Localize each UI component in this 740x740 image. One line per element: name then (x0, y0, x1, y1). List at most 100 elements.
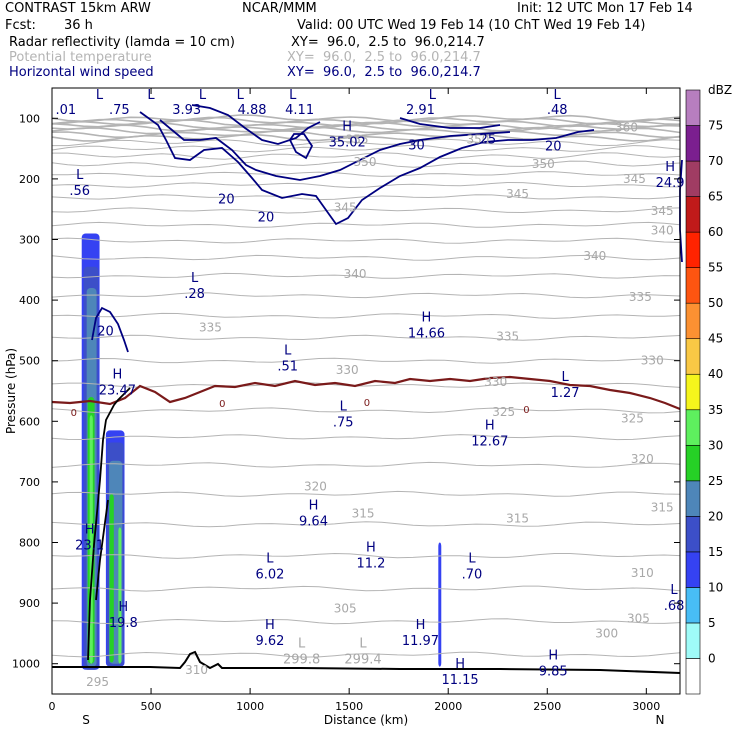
colorbar-level-3: 15 (708, 545, 723, 559)
top-low-marker-4: L (289, 88, 297, 103)
extremum-high-marker-19: H (265, 618, 275, 633)
y-tick-label-3: 400 (19, 294, 40, 307)
theta-label-0: 360 (615, 120, 638, 134)
extremum-value-19: 9.62 (255, 634, 284, 649)
colorbar-swatch-12 (685, 231, 701, 268)
colorbar-swatch-9 (685, 338, 701, 375)
theta-label-15: 330 (641, 354, 664, 368)
extremum-high-marker-17: H (366, 541, 376, 556)
x-tick-label-5: 2500 (533, 700, 561, 713)
org-label: NCAR/MMM (242, 1, 317, 16)
theta-contour-31 (51, 585, 681, 592)
theta-contour-33 (51, 651, 681, 658)
colorbar-swatch-14 (685, 160, 701, 197)
extremum-low-marker-7: L (670, 583, 678, 598)
theta-contour-6 (51, 130, 681, 139)
extremum-value-20: 11.97 (402, 634, 439, 649)
extremum-value-15: 9.64 (299, 514, 328, 529)
reflectivity-colorbar: 0 5 10 15 20 25 30 35 40 45 50 55 60 65 70 75 (685, 89, 723, 695)
x-tick-label-0: 0 (49, 700, 56, 713)
theta-label-28: 300 (595, 626, 618, 640)
extremum-high-marker-10: H (342, 120, 352, 135)
theta-label-18: 325 (621, 411, 644, 425)
freezing-label-0: 0 (71, 408, 77, 419)
theta-label-20: 320 (631, 452, 654, 466)
theta-label-17: 330 (484, 375, 507, 389)
top-extremum-value-3: 4.88 (238, 103, 267, 118)
colorbar-level-6: 30 (708, 438, 723, 452)
extremum-low-marker-2: L (284, 344, 292, 359)
wind-contours (91, 104, 683, 353)
theta-contour-17 (51, 237, 681, 244)
theta-contour-22 (51, 334, 681, 341)
colorbar-swatch-1 (685, 622, 701, 659)
y-tick-label-8: 900 (19, 597, 40, 610)
top-low-marker-3: L (237, 88, 245, 103)
theta-label-9: 340 (651, 223, 674, 237)
theta-contour-8 (52, 138, 681, 147)
theta-label-10: 340 (583, 249, 606, 263)
colorbar-level-10: 50 (708, 296, 723, 310)
valid-time: Valid: 00 UTC Wed 19 Feb 14 (10 ChT Wed … (297, 18, 646, 33)
extremum-value-13: 23.47 (99, 383, 136, 398)
y-tick-label-1: 200 (19, 173, 40, 186)
extremum-value-0: .56 (69, 184, 90, 199)
top-low-marker-5: L (429, 88, 437, 103)
wind-label-4: 25 (480, 132, 497, 147)
y-tick-label-0: 100 (19, 112, 40, 125)
theta-contour-23 (51, 357, 681, 364)
colorbar-level-0: 0 (708, 651, 716, 665)
reflectivity-cell-10 (438, 542, 442, 667)
colorbar-level-12: 60 (708, 225, 723, 239)
x-axis-title: Distance (km) (324, 713, 408, 727)
colorbar-level-2: 10 (708, 580, 723, 594)
extremum-value-2: .51 (277, 360, 298, 375)
wind-contour-1 (159, 119, 511, 181)
init-time: Init: 12 UTC Mon 17 Feb 14 (517, 1, 693, 16)
wind-contour-0 (139, 111, 595, 226)
wind-contour-6 (91, 306, 129, 353)
theta-label-3: 350 (354, 155, 377, 169)
theta-label-27: 305 (627, 611, 650, 625)
colorbar-swatch-7 (685, 409, 701, 446)
top-extremum-value-5: 2.91 (406, 103, 435, 118)
colorbar-level-14: 70 (708, 154, 723, 168)
top-low-marker-1: L (147, 88, 155, 103)
theta-contour-12 (51, 171, 681, 178)
theta-label-8: 345 (651, 204, 674, 218)
theta-contour-9 (51, 144, 681, 153)
theta-contour-0 (51, 114, 681, 123)
extremum-high-marker-22: H (548, 649, 558, 664)
freezing-label-1: 0 (219, 399, 225, 410)
y-tick-label-5: 600 (19, 415, 40, 428)
y-axis-title: Pressure (hPa) (4, 348, 18, 434)
wind-label-3: 30 (408, 138, 425, 153)
wind-contour-2 (191, 104, 321, 145)
top-low-marker-6: L (554, 88, 562, 103)
colorbar-level-4: 20 (708, 509, 723, 523)
extremum-low-marker-0: L (76, 168, 84, 183)
colorbar-swatch-3 (685, 551, 701, 588)
colorbar-swatch-4 (685, 516, 701, 553)
extremum-high-marker-20: H (416, 618, 426, 633)
extremum-value-10: 35.02 (329, 136, 366, 151)
x-tick-label-4: 2000 (434, 700, 462, 713)
y-tick-label-2: 300 (19, 234, 40, 247)
theta-label-16: 330 (336, 363, 359, 377)
theta-contour-7 (51, 133, 681, 142)
extremum-high-marker-18: H (118, 600, 128, 615)
extremum-high-marker-15: H (309, 498, 319, 513)
extremum-high-marker-13: H (112, 367, 122, 382)
extremum-high-marker-16: H (85, 523, 95, 538)
theta-contour-32 (51, 618, 681, 625)
x-tick-label-6: 3000 (632, 700, 660, 713)
wind-label-1: 20 (218, 192, 235, 207)
colorbar-level-15: 75 (708, 119, 723, 133)
theta-contour-16 (51, 221, 681, 228)
theta-contour-15 (51, 207, 681, 214)
colorbar-level-11: 55 (708, 261, 723, 275)
freezing-label-2: 0 (364, 398, 370, 409)
theta-contour-18 (51, 254, 681, 261)
extremum-low-marker-3: L (340, 399, 348, 414)
theta-contour-10 (52, 152, 681, 160)
